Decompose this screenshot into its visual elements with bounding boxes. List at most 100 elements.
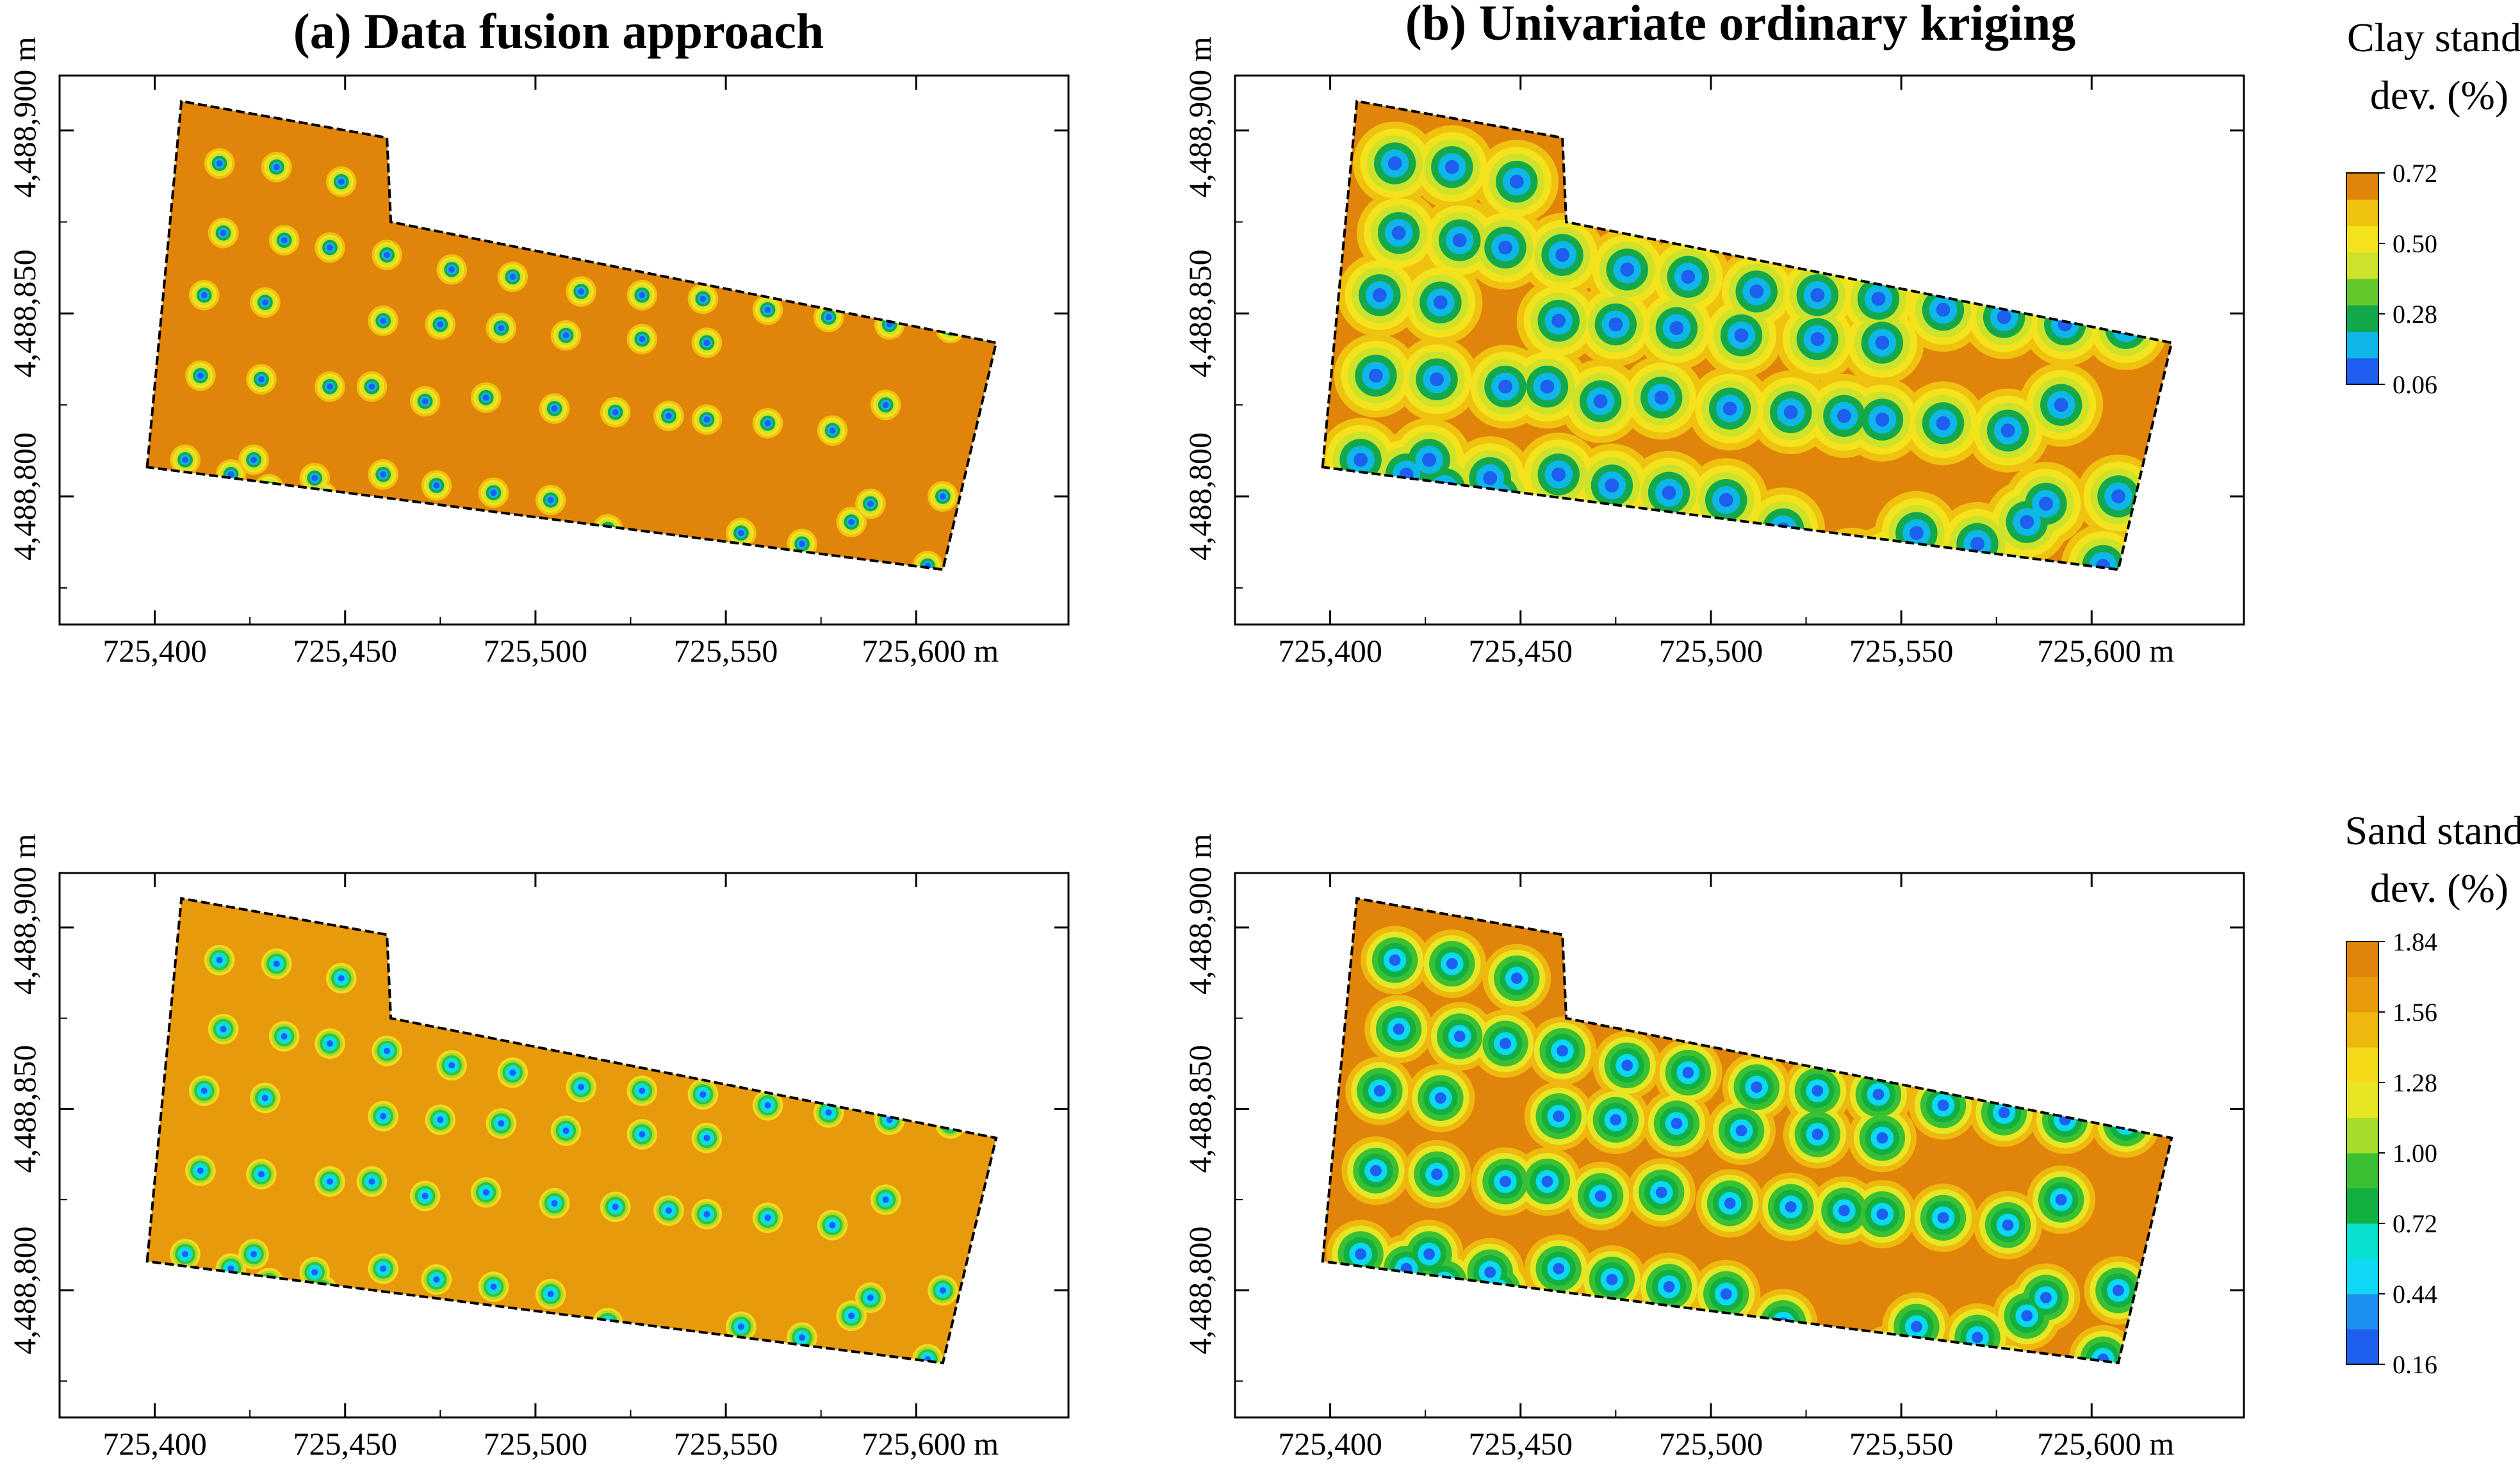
sampling-point [700,295,707,302]
sampling-point [1456,237,1463,244]
field-boundary [1321,99,2173,571]
sampling-point [829,1221,836,1228]
colorbar-tick-label: 0.72 [2393,159,2437,188]
halo-ring [712,563,717,569]
sampling-point [380,317,387,324]
colorbar-tick-label: 0.06 [2393,370,2437,399]
halo-ring [704,1349,725,1363]
sampling-point [1875,1091,1882,1098]
halo-ring [586,1331,607,1351]
sampling-point [882,1196,889,1203]
sampling-point [2005,577,2011,583]
sampling-point [250,456,258,463]
halo-ring [2075,1394,2086,1405]
halo-ring [701,553,728,570]
sampling-point [1441,1280,1448,1287]
halo-ring [315,1282,330,1298]
halo-ring [317,1285,327,1296]
sampling-point [437,321,444,328]
sampling-point [509,273,516,281]
sampling-point [780,1367,786,1373]
sampling-point [799,1334,805,1341]
halo-ring [1944,562,1972,570]
halo-ring [1984,1351,2031,1363]
sampling-point [1391,160,1398,167]
sampling-point [338,975,345,982]
colorbar-segment [2346,1294,2378,1330]
halo-ring [666,559,687,570]
halo-ring [1867,1336,1913,1363]
sampling-point [1879,416,1886,423]
sampling-point [2122,1120,2129,1127]
sampling-point [665,1207,672,1214]
halo-ring [709,560,720,570]
sampling-point [2077,1396,2083,1403]
colorbar-tick-label: 1.00 [2393,1139,2437,1168]
sample-halos [170,945,966,1403]
x-tick-label: 725,600 m [862,633,999,669]
colorbar-segment [2346,1012,2378,1048]
colorbar-tick-label: 1.84 [2393,927,2437,956]
sampling-point [380,1113,387,1120]
halo-ring [1439,1277,1450,1289]
halo-ring [591,543,601,553]
halo-ring [699,1344,730,1363]
sampling-point [1840,1207,1847,1214]
sampling-point [448,266,455,273]
sampling-point [250,1251,258,1257]
sampling-point [258,376,265,383]
x-tick-label: 725,500 [1659,633,1763,669]
halo-ring [2058,1376,2103,1422]
sampling-point [482,394,489,401]
halo-ring [586,537,607,558]
sampling-point [1814,291,1821,298]
halo-ring [1935,1347,1981,1363]
sampling-point [1426,1251,1433,1257]
sampling-point [901,1396,908,1403]
colorbar-segment [2346,173,2378,200]
colorbar-segment [2346,1188,2378,1224]
halo-ring [1884,1353,1896,1363]
sampling-point [578,288,585,295]
halo-ring [704,555,725,570]
halo-ring [1869,544,1911,570]
sampling-point [882,402,889,409]
y-tick-label: 4,488,850 [6,1045,42,1173]
halo-ring [1993,566,2022,570]
sampling-point [593,1338,600,1344]
sampling-point [200,291,208,298]
halo-ring [661,554,692,570]
col-title-b: (b) Univariate ordinary kriging [1405,0,2076,51]
halo-ring [1817,1328,1886,1363]
sampling-point [1624,1062,1631,1069]
halo-ring [947,325,953,331]
halo-ring [1986,559,2029,570]
sampling-point [448,1062,455,1069]
sampling-point [380,471,387,478]
halo-ring [773,1360,793,1363]
halo-ring [902,1397,907,1402]
sampling-point [311,475,318,482]
halo-ring [1838,555,1866,570]
sampling-point [261,299,268,306]
sample-halos [1326,926,2161,1422]
sampling-point [1814,336,1821,343]
sampling-point [258,1171,265,1178]
sampling-point [1787,1204,1794,1211]
halo-ring [581,532,612,563]
colorbar-segment [2346,1259,2378,1294]
sampling-point [1753,288,1760,295]
halo-ring [892,594,918,619]
sampling-point [327,1040,333,1047]
sampling-point [1624,266,1631,273]
sampling-point [1879,1211,1886,1218]
sampling-point [1391,957,1398,963]
sampling-point [1738,1127,1745,1134]
halo-ring [1829,1340,1875,1363]
sampling-point [182,456,189,463]
halo-ring [1929,1341,1987,1363]
halo-ring [830,578,835,583]
colorbar-segment [2346,977,2378,1013]
sampling-point [1840,412,1847,420]
sampling-point [2005,1371,2011,1377]
